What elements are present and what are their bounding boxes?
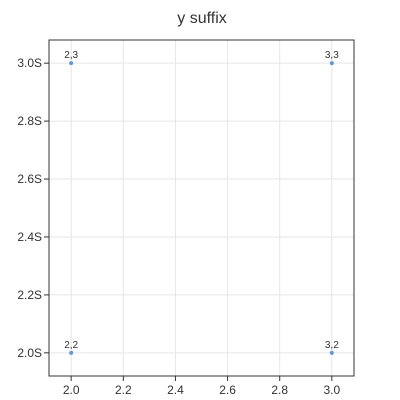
x-tick-label: 2.4 — [167, 383, 184, 397]
y-tick-label: 3.0S — [17, 56, 42, 70]
data-label: 2,2 — [64, 340, 78, 351]
grid-lines — [49, 40, 354, 376]
x-tick-label: 2.8 — [271, 383, 288, 397]
chart-title: y suffix — [177, 10, 227, 27]
y-tick-label: 2.0S — [17, 346, 42, 360]
x-tick-label: 2.2 — [115, 383, 132, 397]
axes: 2.0 2.2 2.4 2.6 2.8 3.0 2.0S 2.2S 2.4S 2.6S 2.8S 3.… — [17, 56, 340, 397]
x-tick-label: 2.6 — [219, 383, 236, 397]
x-tick-label: 3.0 — [323, 383, 340, 397]
y-tick-label: 2.4S — [17, 230, 42, 244]
plot-frame — [48, 39, 355, 377]
data-label: 2,3 — [64, 50, 78, 61]
data-points: 2,3 3,3 2,2 3,2 — [64, 50, 339, 355]
data-point — [69, 61, 74, 66]
y-tick-label: 2.6S — [17, 172, 42, 186]
data-label: 3,2 — [325, 340, 339, 351]
data-point — [329, 61, 334, 66]
y-tick-label: 2.2S — [17, 288, 42, 302]
y-tick-label: 2.8S — [17, 114, 42, 128]
data-label: 3,3 — [325, 50, 339, 61]
data-point — [329, 350, 334, 355]
x-tick-label: 2.0 — [63, 383, 80, 397]
data-point — [69, 350, 74, 355]
